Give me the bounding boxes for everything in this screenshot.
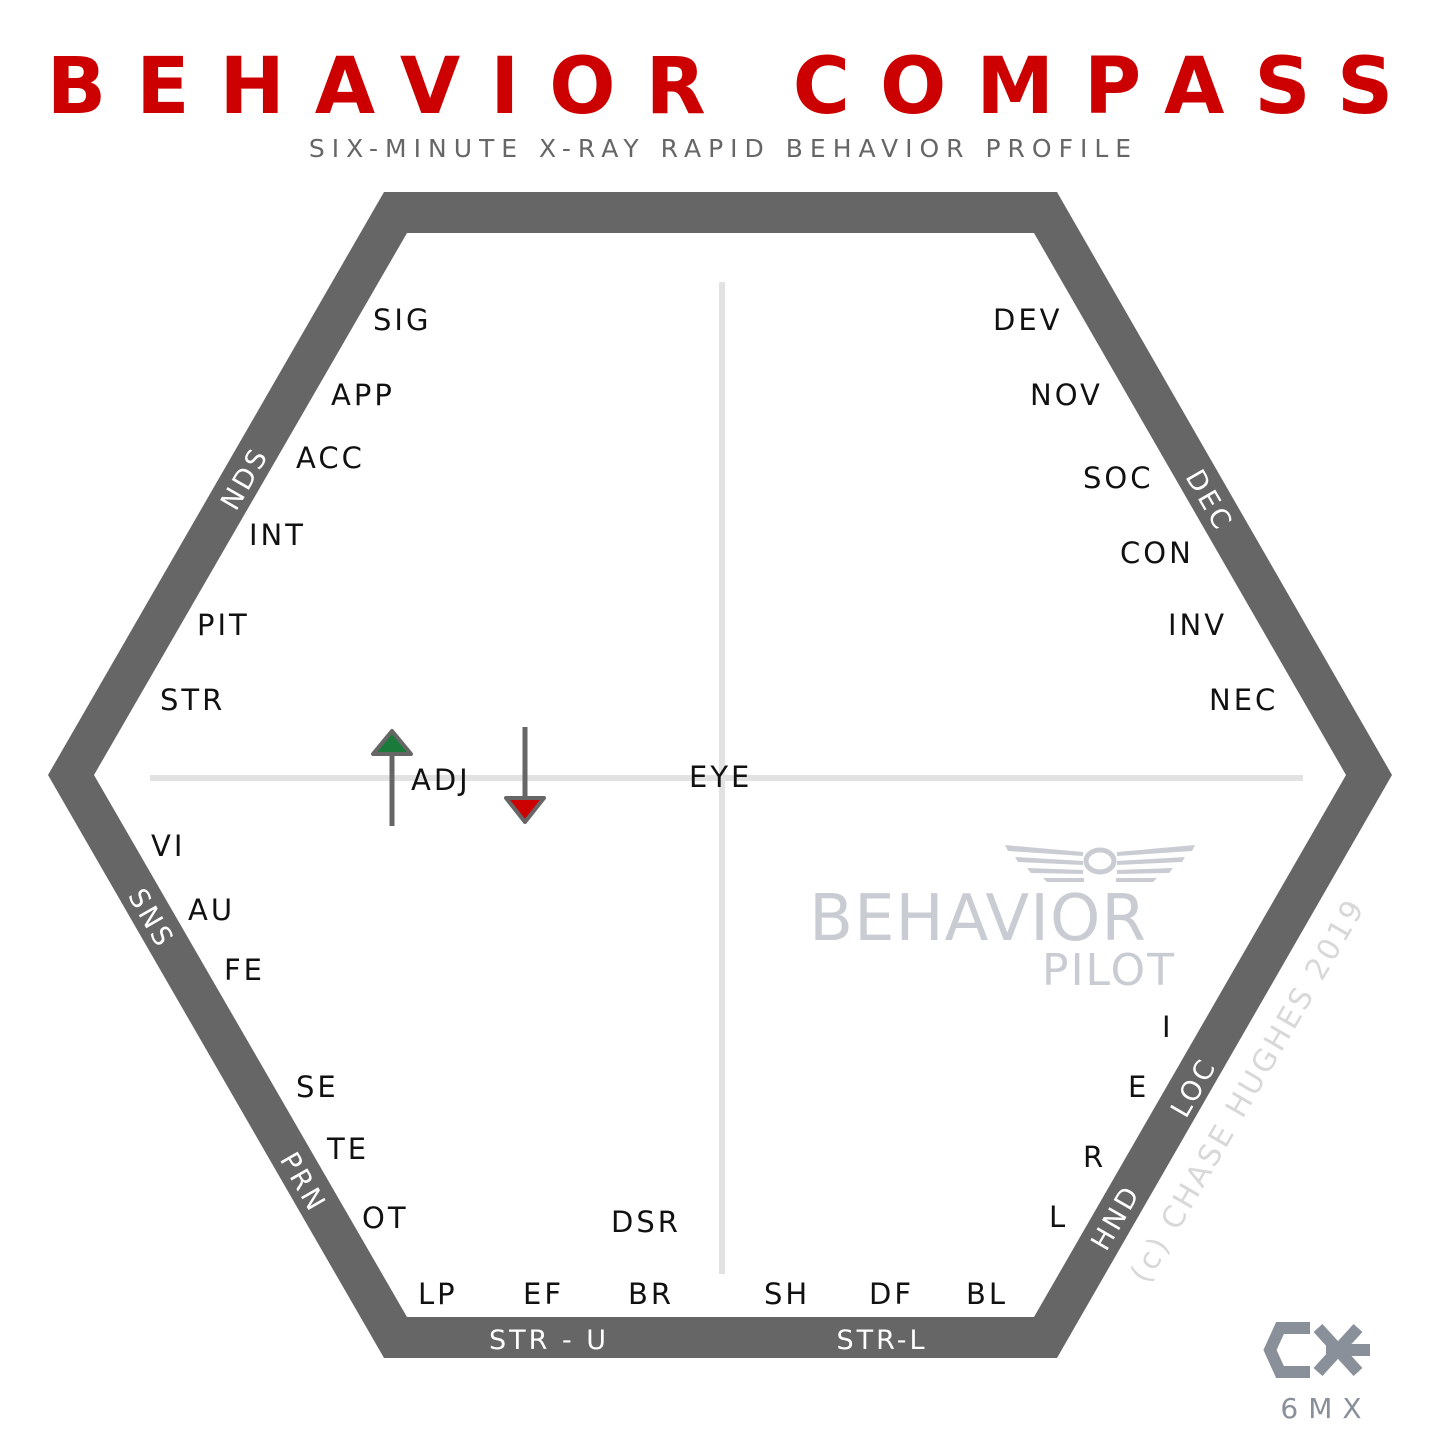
label-soc: SOC (1083, 461, 1153, 495)
label-r: R (1083, 1140, 1106, 1174)
label-acc: ACC (296, 441, 365, 475)
edge-label-str-l: STR-L (836, 1325, 927, 1356)
label-dsr: DSR (611, 1205, 681, 1239)
label-lp: LP (418, 1277, 458, 1311)
page-subtitle: SIX-MINUTE X-RAY RAPID BEHAVIOR PROFILE (308, 134, 1139, 163)
label-app: APP (331, 378, 395, 412)
label-e: E (1128, 1070, 1149, 1104)
label-ot: OT (362, 1201, 409, 1235)
edge-label-str-u: STR - U (489, 1325, 609, 1356)
label-te: TE (326, 1132, 369, 1166)
label-sig: SIG (373, 303, 431, 337)
label-i: I (1162, 1010, 1174, 1044)
label-sh: SH (764, 1277, 810, 1311)
label-adj: ADJ (411, 763, 471, 797)
down-arrow-icon (504, 727, 546, 824)
label-vi: VI (151, 829, 185, 863)
label-l: L (1049, 1200, 1068, 1234)
label-se: SE (296, 1070, 339, 1104)
ch-monogram-icon: CH (1263, 1322, 1370, 1378)
watermark-pilot: PILOT (1042, 945, 1176, 996)
label-br: BR (628, 1277, 674, 1311)
label-inv: INV (1168, 608, 1227, 642)
label-con: CON (1120, 536, 1194, 570)
label-nec: NEC (1209, 683, 1278, 717)
label-eye: EYE (689, 760, 752, 794)
label-nov: NOV (1030, 378, 1103, 412)
wings-icon (1005, 845, 1195, 882)
page-title: BEHAVIOR COMPASS (46, 42, 1424, 132)
label-au: AU (188, 893, 235, 927)
brand-code: 6MX (1280, 1392, 1371, 1425)
label-fe: FE (224, 953, 265, 987)
label-int: INT (249, 518, 306, 552)
watermark-behavior: BEHAVIOR (809, 882, 1147, 956)
label-str: STR (160, 683, 225, 717)
behavior-pilot-logo: BEHAVIOR PILOT (809, 845, 1195, 996)
label-df: DF (869, 1277, 914, 1311)
label-bl: BL (966, 1277, 1008, 1311)
label-dev: DEV (993, 303, 1063, 337)
label-pit: PIT (197, 608, 250, 642)
up-arrow-icon (371, 729, 413, 826)
label-ef: EF (523, 1277, 564, 1311)
